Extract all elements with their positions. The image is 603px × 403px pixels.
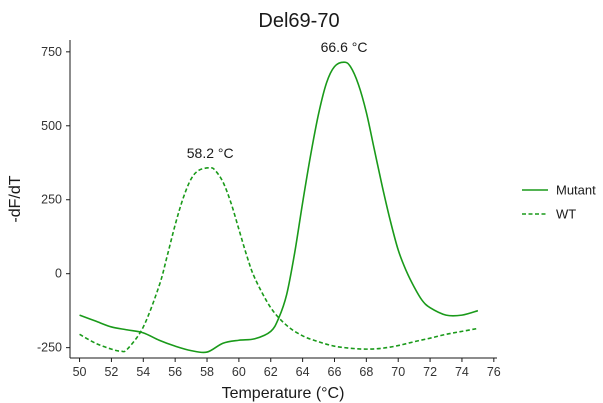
peak-label: 58.2 °C [187,145,234,161]
y-tick-label: 750 [41,45,62,59]
chart-title: Del69-70 [258,10,339,32]
y-tick-label: 250 [41,193,62,207]
x-tick-label: 60 [232,365,246,379]
x-tick-label: 52 [104,365,118,379]
y-tick-label: 500 [41,119,62,133]
series-line-mutant [79,61,479,354]
y-tick-label: -250 [37,341,62,355]
x-axis-title: Temperature (°C) [222,385,345,402]
x-tick-label: 62 [264,365,278,379]
x-tick-label: 76 [487,365,501,379]
x-tick-label: 56 [168,365,182,379]
peak-label: 66.6 °C [321,39,368,55]
plot-area [79,61,479,354]
legend-label-mutant: Mutant [556,183,596,198]
x-tick-label: 54 [136,365,150,379]
y-tick-label: 0 [55,267,62,281]
peak-annotations: 66.6 °C 58.2 °C [187,39,368,161]
y-axis-title: -dF/dT [7,175,24,222]
x-tick-label: 72 [423,365,437,379]
x-axis-ticks: 50 52 54 56 58 60 62 64 66 68 70 72 74 76 [73,358,501,379]
x-tick-label: 74 [455,365,469,379]
x-tick-label: 50 [73,365,87,379]
series-line-wt [79,166,479,353]
x-tick-label: 70 [391,365,405,379]
legend: Mutant WT [522,183,596,222]
x-tick-label: 58 [200,365,214,379]
x-tick-label: 66 [328,365,342,379]
x-tick-label: 64 [296,365,310,379]
x-tick-label: 68 [359,365,373,379]
legend-label-wt: WT [556,207,576,222]
y-axis-ticks: -250 0 250 500 750 [37,45,70,355]
